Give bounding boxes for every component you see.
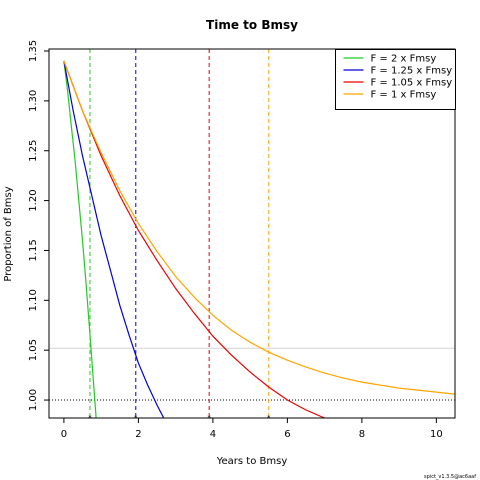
x-tick-label: 10 <box>430 429 443 440</box>
time-to-target-marker-3: * <box>207 414 211 422</box>
x-tick-label: 6 <box>284 429 290 440</box>
y-tick-label: 1.25 <box>28 140 39 162</box>
x-axis: 0 2 4 6 8 10 <box>61 418 443 440</box>
y-tick-label: 1.20 <box>28 189 39 211</box>
y-tick-label: 1.00 <box>28 389 39 411</box>
series-line-3 <box>63 60 327 418</box>
plot-frame <box>48 48 456 419</box>
legend-box <box>335 49 456 110</box>
y-axis-label: Proportion of Bmsy <box>3 186 14 281</box>
x-tick-label: 0 <box>61 429 67 440</box>
y-tick-label: 1.35 <box>28 40 39 62</box>
x-tick-label: 2 <box>135 429 141 440</box>
plot-area: * * * * <box>49 49 455 422</box>
legend-label-1: F = 2 x Fmsy <box>371 54 437 65</box>
legend-label-4: F = 1 x Fmsy <box>371 90 437 101</box>
series-line-4 <box>63 60 455 395</box>
y-tick-label: 1.15 <box>28 239 39 261</box>
series-line-2 <box>63 60 165 418</box>
time-to-target-marker-4: * <box>267 414 271 422</box>
x-axis-label: Years to Bmsy <box>216 456 288 467</box>
x-tick-label: 4 <box>210 429 216 440</box>
y-tick-label: 1.10 <box>28 289 39 311</box>
legend-label-3: F = 1.05 x Fmsy <box>371 78 453 89</box>
series-line-1 <box>63 60 97 418</box>
time-to-target-marker-2: * <box>134 414 138 422</box>
y-axis: 1.00 1.05 1.10 1.15 1.20 1.25 1.30 1.35 <box>28 40 49 411</box>
legend-label-2: F = 1.25 x Fmsy <box>371 66 453 77</box>
x-tick-label: 8 <box>359 429 365 440</box>
y-tick-label: 1.30 <box>28 90 39 112</box>
time-to-target-marker-1: * <box>88 414 92 422</box>
chart-title: Time to Bmsy <box>206 18 298 32</box>
y-tick-label: 1.05 <box>28 339 39 361</box>
footer-version-text: spict_v1.3.5@ac6aaf <box>424 474 476 480</box>
